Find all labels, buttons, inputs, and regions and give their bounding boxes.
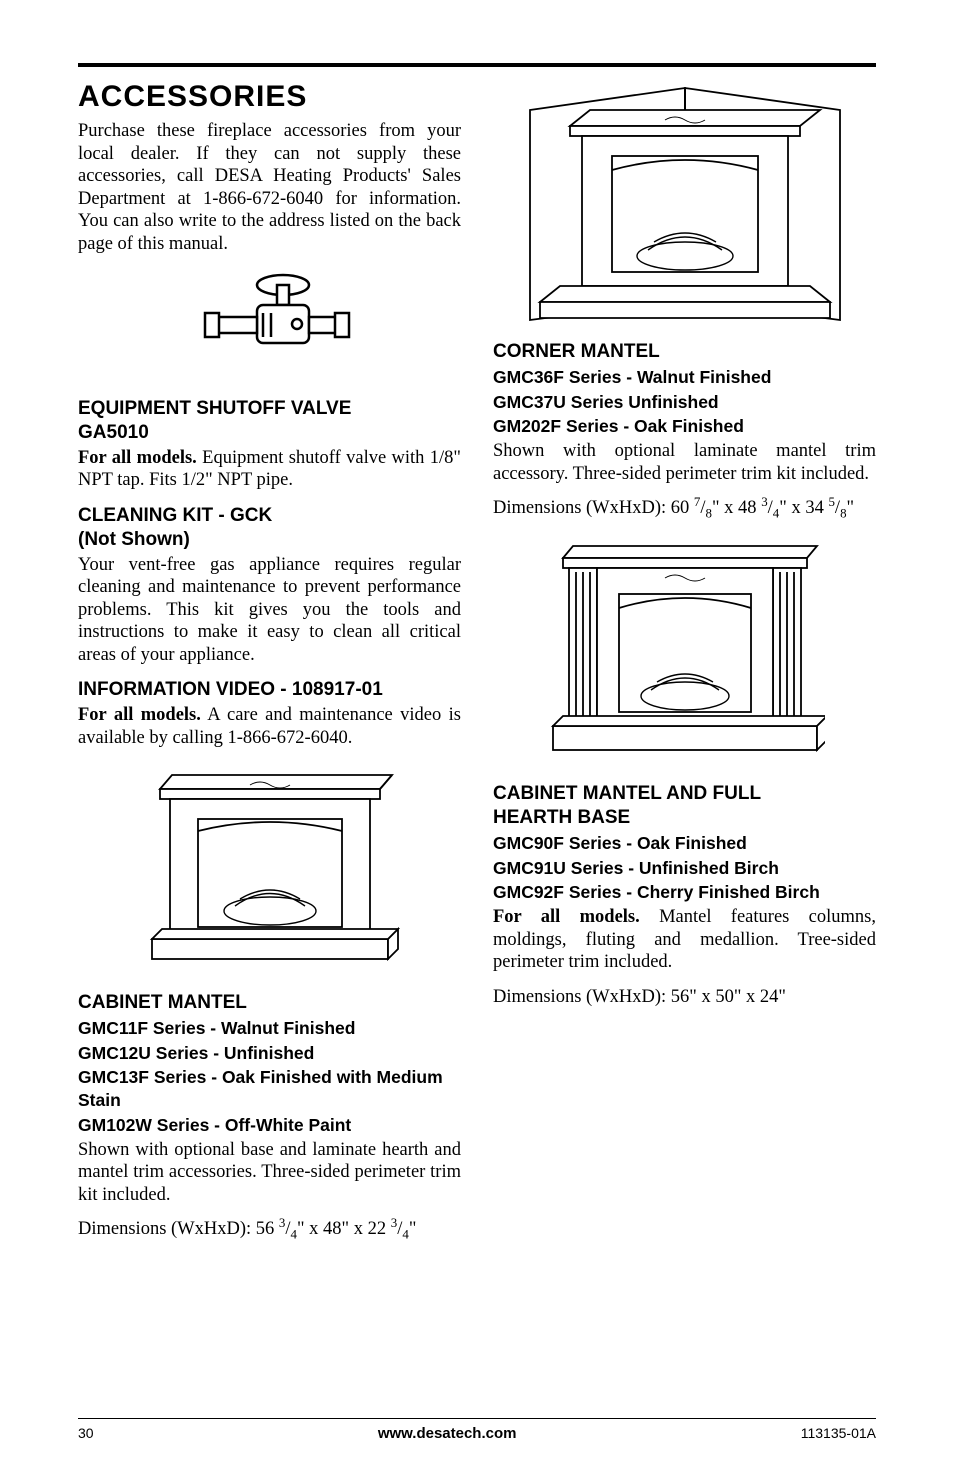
full-body: For all models. Mantel features columns,… (493, 906, 876, 974)
full-heading-l2: HEARTH BASE (493, 807, 630, 828)
corner-sub2: GMC37U Series Unfinished (493, 391, 876, 414)
valve-illustration (78, 267, 461, 387)
corner-dim-label: Dimensions (WxHxD): 60 (493, 498, 694, 518)
footer-url: www.desatech.com (378, 1425, 517, 1442)
right-column: CORNER MANTEL GMC36F Series - Walnut Fin… (493, 80, 876, 1395)
cabinet-dim-a-num: 3 (279, 1215, 285, 1230)
valve-lead: For all models. (78, 448, 197, 468)
cabinet-dim-mid: " x 48" x 22 (297, 1219, 391, 1239)
intro-paragraph: Purchase these fireplace accessories fro… (78, 120, 461, 255)
valve-body: For all models. Equipment shutoff valve … (78, 447, 461, 492)
page-title: ACCESSORIES (78, 80, 461, 114)
cabinet-mantel-illustration (78, 761, 461, 981)
cabinet-dim-b-num: 3 (391, 1215, 397, 1230)
corner-d1n: 7 (694, 494, 700, 509)
corner-mantel-illustration (493, 80, 876, 330)
cleaning-body: Your vent-free gas appliance requires re… (78, 554, 461, 667)
cabinet-dim-end: " (409, 1219, 417, 1239)
video-body: For all models. A care and maintenance v… (78, 704, 461, 749)
left-column: ACCESSORIES Purchase these fireplace acc… (78, 80, 461, 1395)
cabinet-dim-label: Dimensions (WxHxD): 56 (78, 1219, 279, 1239)
full-heading: CABINET MANTEL AND FULL HEARTH BASE (493, 782, 876, 830)
cleaning-heading-l1: CLEANING KIT - GCK (78, 505, 272, 526)
cabinet-body: Shown with optional base and laminate he… (78, 1139, 461, 1207)
corner-sub1: GMC36F Series - Walnut Finished (493, 366, 876, 389)
corner-sub3: GM202F Series - Oak Finished (493, 415, 876, 438)
full-sub2: GMC91U Series - Unfinished Birch (493, 857, 876, 880)
full-sub1: GMC90F Series - Oak Finished (493, 832, 876, 855)
valve-heading-l2: GA5010 (78, 422, 149, 443)
valve-heading: EQUIPMENT SHUTOFF VALVE GA5010 (78, 397, 461, 445)
cabinet-sub3: GMC13F Series - Oak Finished with Medium… (78, 1066, 461, 1112)
valve-heading-l1: EQUIPMENT SHUTOFF VALVE (78, 398, 351, 419)
full-hearth-icon (545, 532, 825, 772)
corner-dim-end: " (847, 498, 855, 518)
top-rule (78, 63, 876, 67)
corner-d2n: 3 (761, 494, 767, 509)
cabinet-dimensions: Dimensions (WxHxD): 56 3/4" x 48" x 22 3… (78, 1218, 461, 1241)
corner-mantel-icon (520, 80, 850, 330)
content-area: ACCESSORIES Purchase these fireplace acc… (78, 80, 876, 1395)
corner-dim-mid1: " x 48 (712, 498, 761, 518)
cabinet-sub4: GM102W Series - Off-White Paint (78, 1114, 461, 1137)
corner-d3n: 5 (828, 494, 834, 509)
cabinet-heading: CABINET MANTEL (78, 991, 461, 1015)
corner-dimensions: Dimensions (WxHxD): 60 7/8" x 48 3/4" x … (493, 497, 876, 520)
footer-doc-code: 113135-01A (801, 1425, 876, 1441)
corner-heading: CORNER MANTEL (493, 340, 876, 364)
full-dimensions: Dimensions (WxHxD): 56" x 50" x 24" (493, 986, 876, 1009)
cabinet-mantel-icon (140, 761, 400, 981)
cleaning-heading: CLEANING KIT - GCK (Not Shown) (78, 504, 461, 552)
full-sub3: GMC92F Series - Cherry Finished Birch (493, 881, 876, 904)
corner-body: Shown with optional laminate mantel trim… (493, 440, 876, 485)
full-hearth-illustration (493, 532, 876, 772)
cabinet-sub1: GMC11F Series - Walnut Finished (78, 1017, 461, 1040)
cleaning-heading-l2: (Not Shown) (78, 529, 190, 550)
full-heading-l1: CABINET MANTEL AND FULL (493, 783, 761, 804)
video-heading: INFORMATION VIDEO - 108917-01 (78, 678, 461, 702)
cabinet-sub2: GMC12U Series - Unfinished (78, 1042, 461, 1065)
video-lead: For all models. (78, 705, 201, 725)
corner-dim-mid2: " x 34 (779, 498, 828, 518)
valve-icon (185, 267, 355, 387)
full-lead: For all models. (493, 907, 640, 927)
footer-page-number: 30 (78, 1425, 94, 1441)
page-footer: 30 www.desatech.com 113135-01A (78, 1418, 876, 1442)
